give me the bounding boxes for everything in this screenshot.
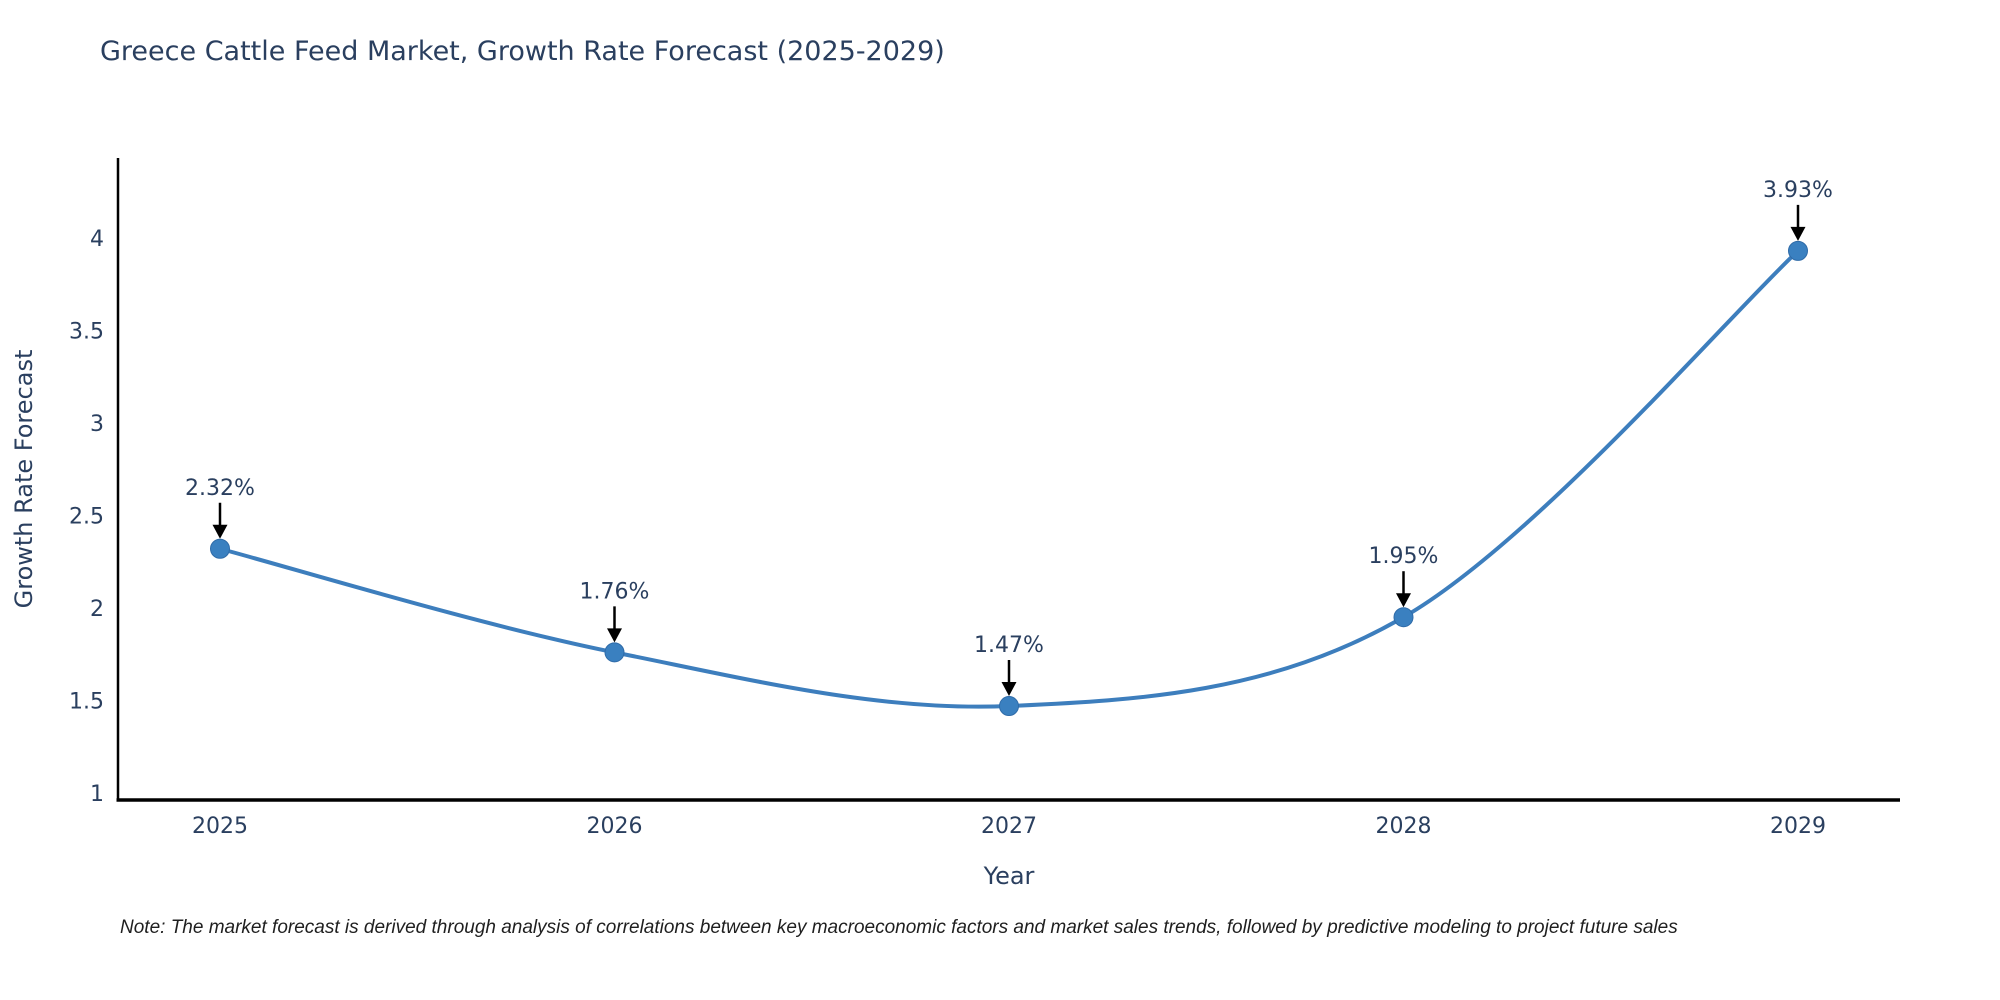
annotation-arrow-head <box>1790 226 1806 241</box>
annotation-arrow-head <box>1001 682 1017 697</box>
y-tick-label: 1 <box>90 782 104 807</box>
annotation-label: 1.95% <box>1369 544 1439 569</box>
annotation-label: 1.47% <box>974 633 1044 658</box>
x-tick-label: 2025 <box>192 814 248 839</box>
annotation-label: 2.32% <box>185 476 255 501</box>
annotation-arrow-head <box>212 524 228 539</box>
y-tick-label: 3.5 <box>69 319 104 344</box>
data-point-marker <box>210 538 230 559</box>
x-tick-label: 2026 <box>587 814 643 839</box>
y-tick-label: 2 <box>90 597 104 622</box>
chart-title: Greece Cattle Feed Market, Growth Rate F… <box>100 36 945 67</box>
x-tick-label: 2028 <box>1376 814 1432 839</box>
footnote: Note: The market forecast is derived thr… <box>120 917 1678 938</box>
annotation-arrow-head <box>607 628 622 643</box>
y-tick-label: 2.5 <box>69 504 104 529</box>
data-point-marker <box>1393 607 1414 628</box>
x-axis-title: Year <box>983 862 1035 890</box>
y-tick-label: 1.5 <box>69 689 104 714</box>
annotation-arrow-head <box>1396 593 1411 608</box>
data-point-marker <box>604 642 625 663</box>
x-tick-label: 2029 <box>1770 814 1826 839</box>
y-tick-label: 3 <box>90 412 104 437</box>
data-point-marker <box>999 696 1019 717</box>
data-point-marker <box>1788 240 1808 261</box>
y-tick-label: 4 <box>90 227 104 252</box>
x-tick-label: 2027 <box>981 814 1037 839</box>
annotation-label: 3.93% <box>1763 178 1833 203</box>
annotation-label: 1.76% <box>580 579 650 604</box>
